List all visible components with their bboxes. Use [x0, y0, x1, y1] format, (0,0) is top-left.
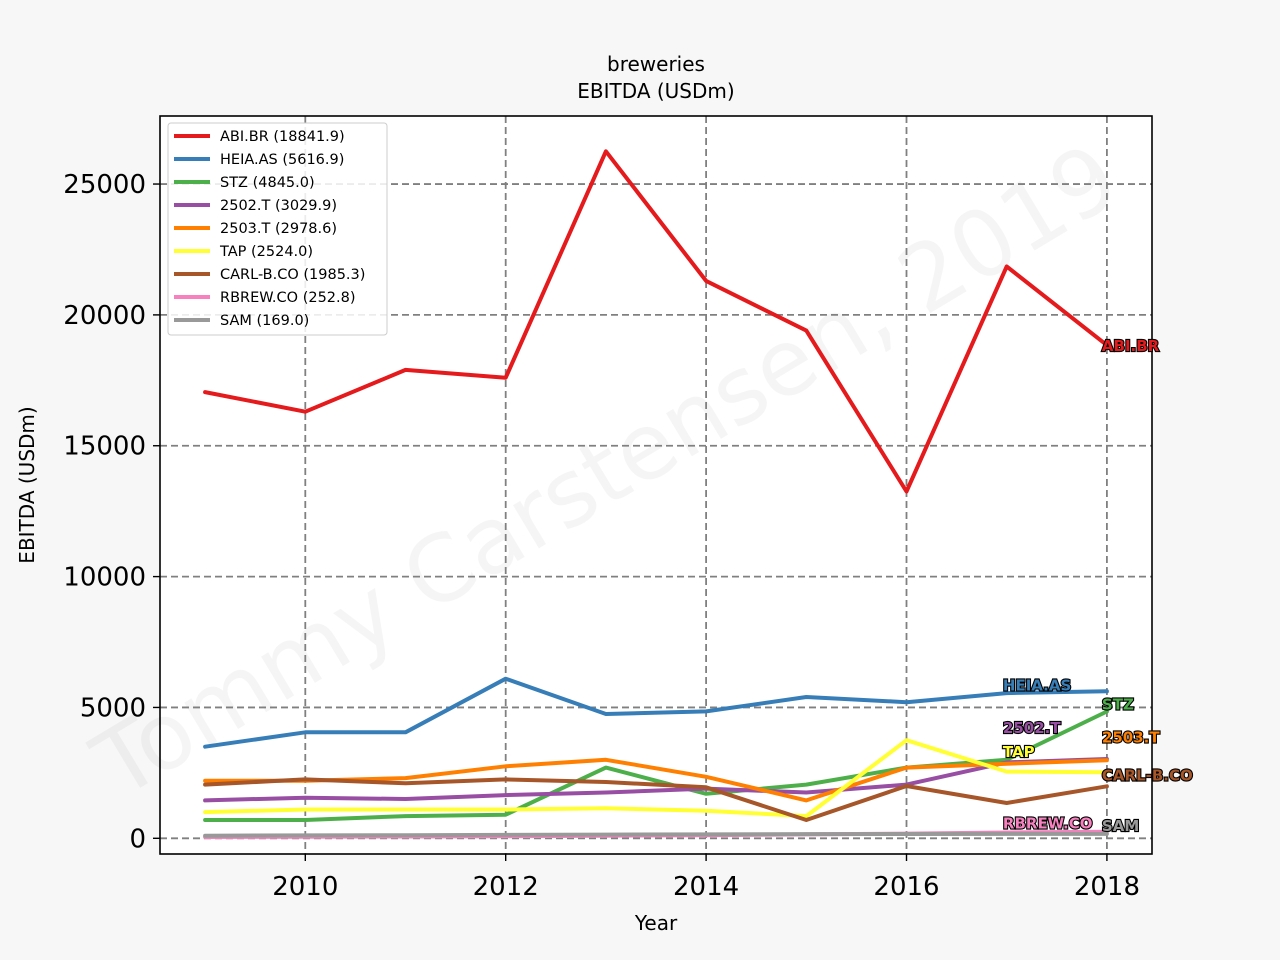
series-line-abi-br	[203, 149, 1109, 494]
y-axis-ticks: 0 5000 10000 15000 20000 25000	[63, 170, 160, 854]
series-line-2502-t	[203, 757, 1109, 803]
y-tick-label: 5000	[80, 693, 146, 723]
legend-entry: CARL-B.CO (1985.3)	[220, 267, 365, 283]
y-tick-label: 0	[129, 824, 146, 854]
y-tick-label: 10000	[63, 563, 146, 593]
x-axis-label: Year	[634, 911, 678, 935]
legend: ABI.BR (18841.9) HEIA.AS (5616.9) STZ (484…	[167, 122, 388, 336]
x-tick-label: 2010	[272, 872, 338, 902]
end-label: HEIA.AS	[1003, 676, 1071, 694]
end-label: ABI.BR	[1102, 337, 1160, 355]
x-axis-ticks: 2010 2012 2014 2016 2018	[272, 854, 1140, 902]
chart-subtitle: EBITDA (USDm)	[577, 79, 734, 103]
legend-entry: SAM (169.0)	[220, 313, 309, 329]
x-tick-label: 2018	[1074, 872, 1140, 902]
y-axis-label: EBITDA (USDm)	[15, 406, 39, 563]
x-tick-label: 2012	[473, 872, 539, 902]
legend-entry: ABI.BR (18841.9)	[220, 129, 345, 145]
x-tick-label: 2016	[873, 872, 939, 902]
end-label: 2503.T	[1102, 728, 1160, 746]
y-tick-label: 25000	[63, 170, 146, 200]
end-label: SAM	[1102, 817, 1139, 835]
legend-entry: TAP (2524.0)	[219, 244, 313, 260]
series-line-sam	[203, 831, 1109, 838]
end-label: RBREW.CO	[1003, 815, 1093, 833]
end-label: 2502.T	[1003, 719, 1061, 737]
legend-box	[167, 122, 388, 336]
y-tick-label: 15000	[63, 432, 146, 462]
end-label: TAP	[1003, 743, 1035, 761]
chart-title: breweries	[607, 52, 705, 76]
legend-entry: 2502.T (3029.9)	[220, 198, 337, 214]
series-line-heia-as	[203, 676, 1109, 749]
legend-entry: 2503.T (2978.6)	[220, 221, 337, 237]
end-label: CARL-B.CO	[1102, 766, 1193, 784]
end-labels: ABI.BR HEIA.AS STZ 2502.T 2503.T TAP CARL-B.CO…	[1002, 336, 1194, 836]
end-label: STZ	[1102, 696, 1134, 714]
series-line-tap	[203, 738, 1109, 819]
series-lines	[203, 149, 1109, 839]
legend-entry: RBREW.CO (252.8)	[220, 290, 356, 306]
y-tick-label: 20000	[63, 301, 146, 331]
plot-frame	[159, 115, 1153, 855]
legend-entry: STZ (4845.0)	[220, 175, 315, 191]
legend-entry: HEIA.AS (5616.9)	[220, 152, 344, 168]
x-tick-label: 2014	[673, 872, 739, 902]
series-line-carl-b-co	[203, 777, 1109, 822]
